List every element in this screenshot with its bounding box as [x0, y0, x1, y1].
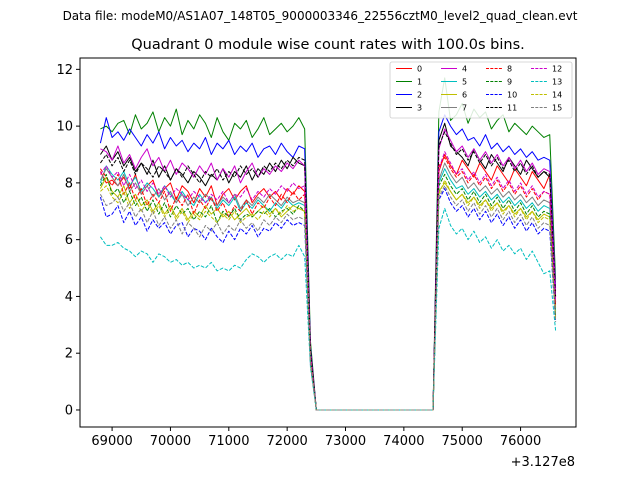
legend-label-4: 4 [462, 64, 467, 73]
chart-title: Quadrant 0 module wise count rates with … [131, 37, 525, 53]
series-line-13 [100, 207, 557, 411]
x-tick-label: 76000 [500, 434, 541, 449]
y-tick-label: 4 [65, 290, 73, 305]
legend-label-12: 12 [552, 64, 562, 73]
legend-box [389, 61, 573, 119]
legend-label-0: 0 [417, 64, 422, 73]
y-tick-label: 2 [65, 347, 73, 362]
legend-label-11: 11 [507, 103, 517, 112]
legend-label-5: 5 [462, 77, 467, 86]
legend-label-15: 15 [552, 103, 562, 112]
x-tick-label: 71000 [208, 434, 249, 449]
series-layer [99, 77, 557, 411]
x-offset-label: +3.127e8 [511, 455, 575, 470]
legend-label-7: 7 [462, 103, 467, 112]
y-tick-label: 0 [65, 403, 73, 418]
legend-label-10: 10 [507, 90, 517, 99]
x-tick-label: 69000 [91, 434, 132, 449]
axes-frame [79, 57, 577, 428]
axes-layer: 69000 70000 71000 72000 73000 74000 75000 76000… [56, 57, 577, 449]
legend-label-1: 1 [417, 77, 422, 86]
y-tick-label: 10 [56, 120, 73, 135]
x-tick-label: 70000 [150, 434, 191, 449]
legend-label-13: 13 [552, 77, 562, 86]
legend-label-14: 14 [552, 90, 562, 99]
y-tick-label: 8 [65, 176, 73, 191]
figure-suptitle: Data file: modeM0/AS1A07_148T05_90000033… [63, 9, 578, 23]
x-tick-label: 74000 [383, 434, 424, 449]
x-tick-label: 73000 [325, 434, 366, 449]
x-tick-label: 72000 [266, 434, 307, 449]
series-line-9 [99, 173, 557, 411]
legend-label-3: 3 [417, 103, 422, 112]
series-line-15 [99, 185, 557, 411]
legend-label-9: 9 [507, 77, 512, 86]
plot-area [80, 58, 576, 427]
legend-label-2: 2 [417, 90, 422, 99]
y-tick-label: 12 [56, 63, 73, 78]
y-tick-label: 6 [65, 233, 73, 248]
x-tick-label: 75000 [442, 434, 483, 449]
legend-label-6: 6 [462, 90, 467, 99]
legend-label-8: 8 [507, 64, 512, 73]
